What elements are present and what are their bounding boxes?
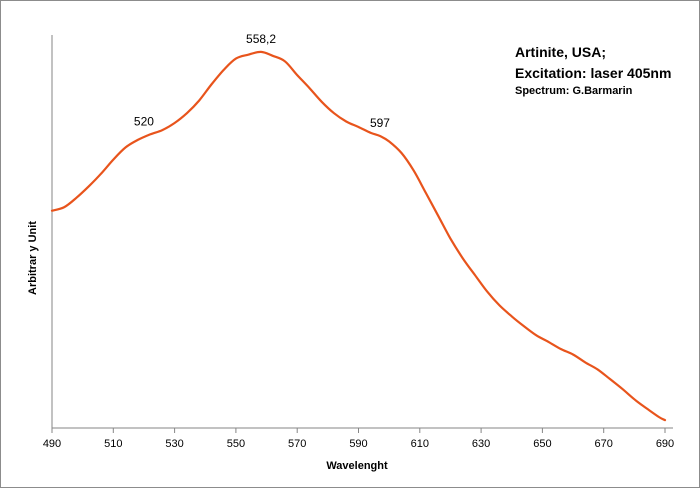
peak-label: 558,2 (246, 32, 276, 46)
x-tick-label: 570 (288, 438, 306, 450)
x-tick-label: 530 (165, 438, 183, 450)
peak-label: 520 (134, 114, 154, 128)
x-tick-label: 490 (43, 438, 61, 450)
x-ticks (51, 428, 666, 433)
x-tick-label: 550 (227, 438, 245, 450)
x-tick-label: 510 (104, 438, 122, 450)
title-line-1: Artinite, USA; (515, 44, 606, 60)
peak-annotations: 520 558,2 597 (134, 32, 390, 130)
x-tick-labels: 490 510 530 550 570 590 610 630 650 670 690 (43, 438, 674, 450)
x-tick-label: 610 (411, 438, 429, 450)
x-axis-title: Wavelenght (326, 460, 388, 472)
x-tick-label: 590 (349, 438, 367, 450)
peak-label: 597 (370, 116, 390, 130)
x-tick-label: 650 (533, 438, 551, 450)
y-axis-title: Arbitrar y Unit (27, 221, 39, 295)
spectrum-line (50, 50, 667, 422)
credit-text: Spectrum: G.Barmarin (515, 85, 633, 97)
x-tick-label: 630 (472, 438, 490, 450)
title-line-2: Excitation: laser 405nm (515, 65, 671, 81)
axes (51, 35, 673, 429)
x-tick-label: 670 (595, 438, 613, 450)
x-tick-label: 690 (656, 438, 674, 450)
